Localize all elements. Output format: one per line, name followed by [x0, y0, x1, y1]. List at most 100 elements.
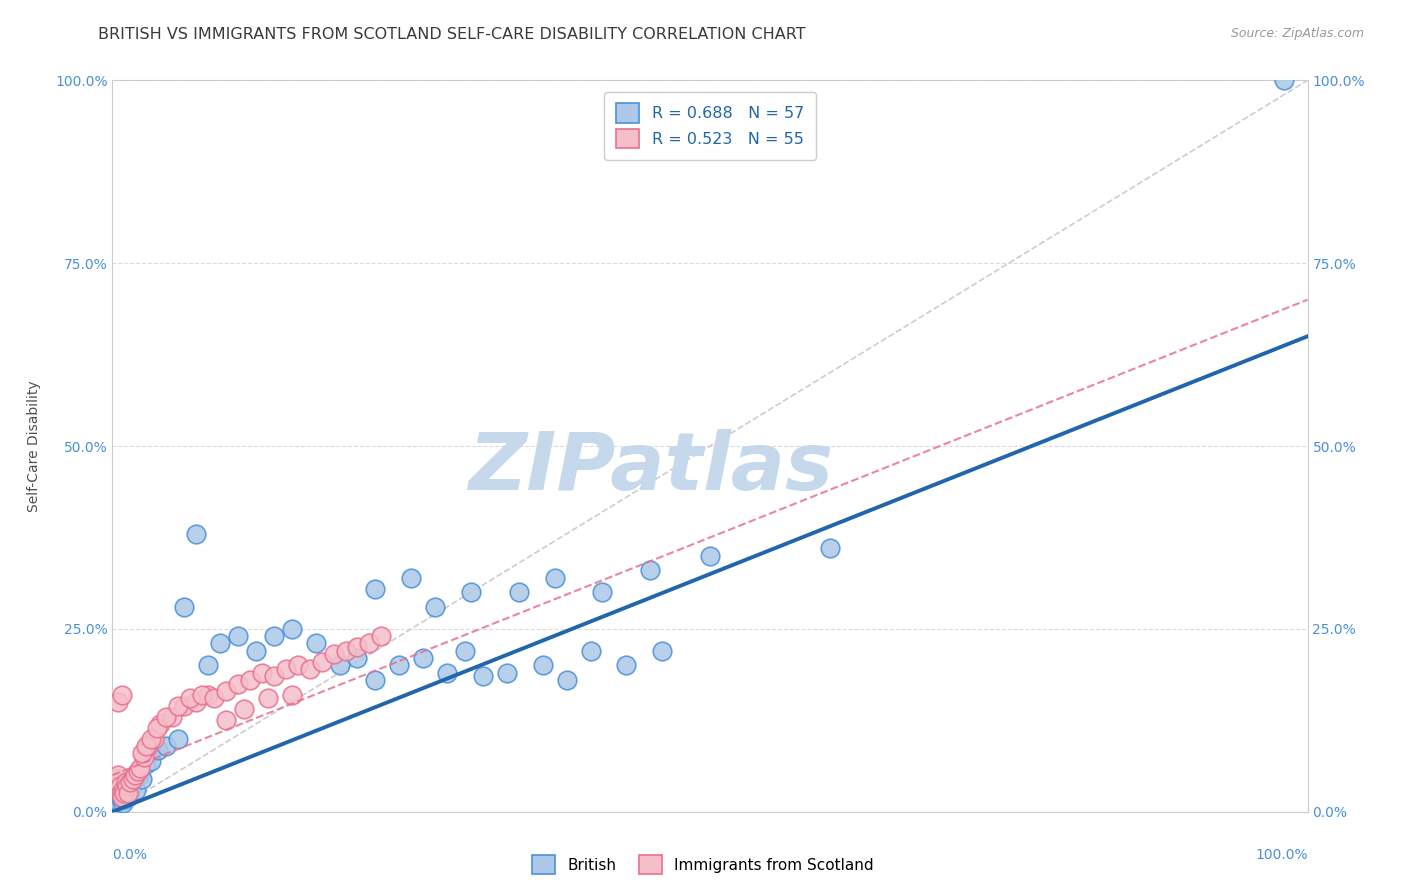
- Point: [186, 695, 208, 709]
- Point: [114, 787, 135, 801]
- Point: [281, 622, 304, 636]
- Point: [131, 746, 153, 760]
- Point: [233, 702, 256, 716]
- Text: 0.0%: 0.0%: [112, 848, 148, 863]
- Point: [155, 739, 177, 753]
- Point: [454, 644, 477, 658]
- Point: [145, 721, 167, 735]
- Point: [114, 787, 136, 801]
- Point: [179, 691, 201, 706]
- Point: [460, 585, 482, 599]
- Point: [298, 662, 321, 676]
- Point: [818, 541, 841, 556]
- Point: [543, 571, 565, 585]
- Point: [122, 772, 145, 786]
- Point: [114, 775, 136, 789]
- Point: [138, 739, 160, 753]
- Point: [110, 787, 132, 801]
- Point: [155, 709, 177, 723]
- Point: [107, 695, 129, 709]
- Point: [191, 688, 214, 702]
- Point: [104, 779, 127, 793]
- Point: [131, 772, 153, 786]
- Point: [335, 644, 357, 658]
- Point: [173, 698, 195, 713]
- Point: [329, 658, 352, 673]
- Point: [531, 658, 554, 673]
- Point: [197, 688, 219, 702]
- Point: [436, 665, 458, 680]
- Text: Source: ZipAtlas.com: Source: ZipAtlas.com: [1230, 27, 1364, 40]
- Point: [322, 648, 344, 662]
- Point: [105, 797, 128, 812]
- Point: [112, 796, 135, 810]
- Point: [129, 761, 152, 775]
- Point: [127, 764, 149, 779]
- Point: [472, 669, 495, 683]
- Point: [215, 714, 238, 728]
- Point: [139, 731, 162, 746]
- Point: [364, 673, 387, 687]
- Point: [111, 790, 134, 805]
- Point: [143, 731, 166, 746]
- Point: [149, 717, 172, 731]
- Point: [107, 794, 129, 808]
- Point: [167, 731, 190, 746]
- Point: [346, 640, 368, 655]
- Point: [1272, 73, 1295, 87]
- Point: [215, 684, 238, 698]
- Y-axis label: Self-Care Disability: Self-Care Disability: [27, 380, 41, 512]
- Point: [592, 585, 614, 599]
- Point: [105, 790, 128, 805]
- Point: [167, 698, 190, 713]
- Point: [287, 658, 309, 673]
- Point: [401, 571, 423, 585]
- Point: [305, 636, 328, 650]
- Point: [496, 665, 519, 680]
- Point: [197, 658, 219, 673]
- Point: [121, 772, 143, 786]
- Point: [274, 662, 297, 676]
- Point: [412, 651, 434, 665]
- Point: [508, 585, 530, 599]
- Point: [579, 644, 602, 658]
- Point: [139, 754, 162, 768]
- Point: [125, 782, 148, 797]
- Point: [202, 691, 225, 706]
- Point: [640, 563, 662, 577]
- Point: [364, 582, 387, 596]
- Point: [226, 629, 249, 643]
- Point: [651, 644, 673, 658]
- Point: [263, 629, 285, 643]
- Point: [186, 526, 208, 541]
- Point: [425, 599, 447, 614]
- Point: [111, 790, 134, 805]
- Point: [226, 676, 249, 690]
- Point: [104, 794, 127, 808]
- Point: [245, 644, 267, 658]
- Point: [115, 782, 138, 797]
- Text: BRITISH VS IMMIGRANTS FROM SCOTLAND SELF-CARE DISABILITY CORRELATION CHART: BRITISH VS IMMIGRANTS FROM SCOTLAND SELF…: [98, 27, 806, 42]
- Point: [162, 709, 183, 723]
- Point: [108, 787, 131, 801]
- Point: [112, 782, 135, 797]
- Point: [239, 673, 262, 687]
- Point: [311, 655, 333, 669]
- Text: ZIPatlas: ZIPatlas: [468, 429, 832, 507]
- Point: [209, 636, 232, 650]
- Point: [388, 658, 411, 673]
- Point: [120, 775, 142, 789]
- Point: [128, 768, 150, 782]
- Point: [117, 790, 139, 805]
- Point: [263, 669, 285, 683]
- Text: 100.0%: 100.0%: [1256, 848, 1308, 863]
- Point: [117, 787, 139, 801]
- Point: [114, 791, 135, 805]
- Point: [555, 673, 578, 687]
- Legend: R = 0.688   N = 57, R = 0.523   N = 55: R = 0.688 N = 57, R = 0.523 N = 55: [605, 92, 815, 160]
- Point: [124, 768, 146, 782]
- Point: [121, 779, 143, 793]
- Point: [370, 629, 392, 643]
- Point: [616, 658, 638, 673]
- Point: [135, 757, 157, 772]
